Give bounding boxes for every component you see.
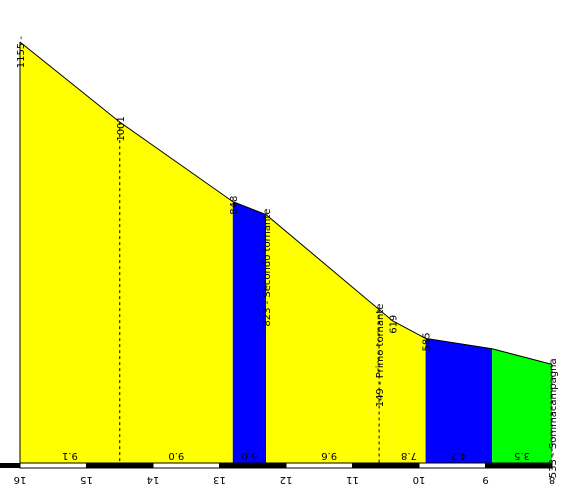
segment-area-2 [232, 201, 266, 463]
segment-gradient-label: 5.0 [241, 450, 257, 461]
axis-scale-block [485, 462, 553, 469]
x-tick-label: 16 [14, 474, 27, 485]
segment-area-3 [266, 214, 393, 463]
point-label-6: 585 [422, 332, 433, 351]
axis-scale-block [219, 462, 287, 469]
segment-gradient-label: 9.6 [321, 450, 337, 461]
point-label-1: 1001 [116, 116, 127, 141]
point-label-5: 149 - Primo tornante [375, 304, 386, 408]
x-tick-label: 10 [413, 474, 426, 485]
point-label-4: 619 [388, 315, 399, 334]
segment-gradient-label: 3.5 [514, 450, 530, 461]
axis-scale-block [152, 462, 220, 469]
point-label-2: 848 [229, 196, 240, 215]
segment-gradient-label: 7.8 [401, 450, 417, 461]
x-tick-label: 11 [346, 474, 359, 485]
point-label-7: 533 - Sommacampagna [548, 358, 559, 478]
segment-gradient-label: 9.0 [168, 450, 184, 461]
x-tick-label: 13 [213, 474, 226, 485]
axis-scale-block [86, 462, 154, 469]
point-label-3: 823 - Secondo tornante [262, 209, 273, 327]
segment-area-6 [492, 348, 552, 463]
axis-scale-block [19, 462, 87, 469]
axis-scale-block [285, 462, 353, 469]
axis-scale-block [352, 462, 420, 469]
x-tick-label: 14 [147, 474, 160, 485]
segment-area-1 [119, 122, 233, 463]
point-label-0: 1155 - [16, 36, 27, 69]
x-tick-label: 12 [280, 474, 293, 485]
segment-area-4 [392, 320, 426, 463]
x-tick-label: 15 [80, 474, 93, 485]
segment-gradient-label: 4.2 [451, 450, 467, 461]
profile-line [19, 41, 553, 365]
segment-area-5 [425, 338, 493, 463]
segment-area-0 [20, 42, 120, 463]
axis-scale-block [418, 462, 486, 469]
axis-scale-block [0, 463, 20, 468]
segment-gradient-label: 9.1 [62, 450, 78, 461]
x-tick-label: 9 [482, 474, 488, 485]
x-tick-label: 8 [549, 474, 555, 485]
